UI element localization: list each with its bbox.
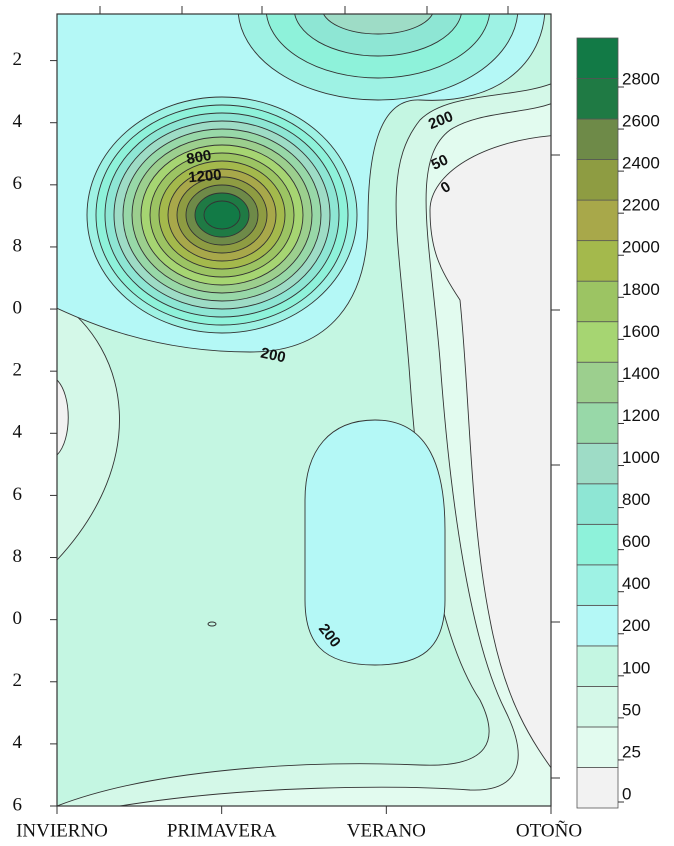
colorbar-swatch [576, 726, 619, 768]
contour-label: 50 [429, 151, 451, 173]
colorbar-swatch [576, 240, 619, 282]
x-tick-label: INVIERNO [16, 820, 108, 841]
colorbar-label: 2200 [622, 196, 660, 215]
y-tick-label: 6 [13, 484, 23, 505]
colorbar-swatch [576, 564, 619, 606]
colorbar-swatch [576, 37, 619, 79]
x-tick-label: VERANO [347, 820, 426, 841]
x-tick-label: OTOÑO [516, 819, 582, 841]
colorbar-label: 2400 [622, 154, 660, 173]
contour-band [203, 200, 241, 230]
colorbar-label: 2800 [622, 69, 660, 88]
colorbar-label: 1000 [622, 448, 660, 467]
colorbar-label: 25 [622, 742, 641, 761]
colorbar-label: 800 [622, 490, 650, 509]
contour-band [323, 14, 433, 35]
contour-label: 1200 [188, 167, 223, 187]
y-tick-label: 4 [13, 422, 23, 443]
colorbar-label: 1600 [622, 322, 660, 341]
y-tick-label: 0 [13, 297, 23, 318]
colorbar-label: 2600 [622, 112, 660, 131]
y-tick-label: 4 [13, 732, 23, 753]
colorbar-label: 400 [622, 574, 650, 593]
colorbar-label: 1400 [622, 364, 660, 383]
x-tick-label: PRIMAVERA [167, 820, 277, 841]
contour-band [57, 379, 69, 456]
colorbar-swatch [576, 686, 619, 728]
y-tick-label: 8 [13, 546, 23, 567]
colorbar-label: 600 [622, 532, 650, 551]
contour-band [304, 419, 446, 666]
y-tick-label: 4 [13, 111, 23, 132]
y-tick-label: 2 [13, 670, 23, 691]
colorbar-label: 50 [622, 700, 641, 719]
colorbar-swatch [576, 604, 619, 647]
contour-line [207, 621, 217, 627]
colorbar-label: 100 [622, 658, 650, 677]
colorbar-label: 1800 [622, 280, 660, 299]
y-tick-label: 8 [13, 235, 23, 256]
colorbar-label: 2000 [622, 238, 660, 257]
colorbar-swatch [576, 767, 619, 809]
y-tick-label: 6 [13, 794, 23, 815]
colorbar-swatch [576, 78, 619, 120]
colorbar-swatch [576, 402, 619, 444]
axis-ticks [99, 6, 560, 779]
colorbar-swatch [576, 442, 619, 485]
contour-label: 200 [259, 345, 287, 367]
colorbar-swatch [576, 118, 619, 160]
contour-band [57, 299, 120, 561]
colorbar-swatch [576, 645, 619, 687]
y-tick-label: 2 [13, 360, 23, 381]
colorbar-swatch [576, 483, 619, 525]
contour-band [119, 103, 551, 806]
y-tick-label: 0 [13, 608, 23, 629]
colorbar-swatch [576, 280, 619, 323]
colorbar-swatch [576, 159, 619, 201]
colorbar-swatch [576, 361, 619, 404]
y-tick-label: 6 [13, 173, 23, 194]
contour-label: 800 [185, 147, 213, 168]
contour-band [429, 135, 551, 769]
colorbar-swatch [576, 321, 619, 363]
contour-fills [57, 14, 551, 806]
colorbar-label: 1200 [622, 406, 660, 425]
colorbar-label: 200 [622, 616, 650, 635]
colorbar-label: 0 [622, 784, 631, 803]
plot-frame [56, 13, 552, 807]
colorbar-swatch [576, 523, 619, 566]
colorbar-swatch [576, 199, 619, 242]
y-tick-label: 2 [13, 49, 23, 70]
